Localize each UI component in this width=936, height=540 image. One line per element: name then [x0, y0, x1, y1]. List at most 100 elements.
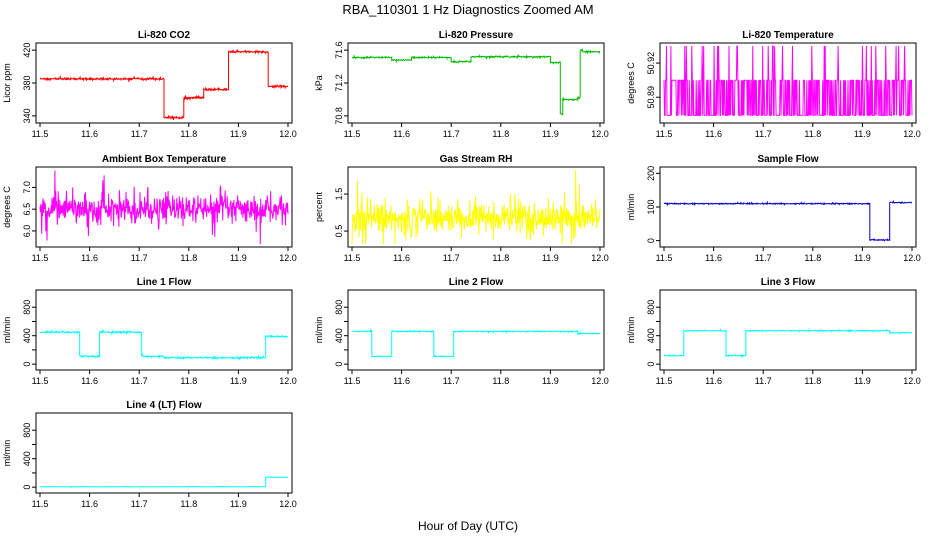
x-tick-label: 11.9	[230, 499, 247, 509]
y-tick-label: 800	[334, 300, 344, 315]
x-tick-label: 11.6	[705, 376, 722, 386]
panel-3: Ambient Box Temperature 11.5 11.6 11.7 11.8 1…	[2, 154, 297, 263]
x-tick-label: 11.8	[180, 253, 197, 263]
x-tick-label: 11.5	[344, 376, 361, 386]
plot-frame	[659, 289, 917, 371]
x-tick-label: 11.8	[180, 129, 197, 139]
plot-frame	[35, 289, 293, 371]
y-tick-label: 800	[22, 423, 32, 438]
plot-frame	[347, 42, 605, 124]
x-tick-label: 11.6	[705, 129, 722, 139]
y-axis-label: kPa	[314, 75, 324, 91]
y-tick-label: 50.92	[646, 52, 656, 75]
y-tick-label: 380	[22, 75, 32, 90]
y-tick-label: 400	[22, 451, 32, 466]
plot-frame	[659, 166, 917, 248]
plot-frame	[659, 42, 917, 124]
figure-title: RBA_110301 1 Hz Diagnostics Zoomed AM	[342, 2, 593, 17]
x-tick-label: 12.0	[903, 253, 921, 263]
y-tick-label: 0	[646, 238, 656, 243]
y-tick-label: 6.0	[22, 225, 32, 238]
panel-7: Line 2 Flow 11.5 11.6 11.7 11.8 11.9 12.0 0 400 8…	[314, 277, 609, 386]
y-axis-label: ml/min	[626, 194, 636, 221]
panel-9: Line 4 (LT) Flow 11.5 11.6 11.7 11.8 11.9 12.0…	[2, 400, 297, 509]
y-tick-label: 200	[646, 166, 656, 181]
x-tick-label: 11.6	[81, 253, 98, 263]
series-line	[39, 49, 289, 120]
x-tick-label: 11.7	[755, 376, 772, 386]
series-line	[663, 328, 913, 359]
x-tick-label: 11.8	[180, 376, 197, 386]
series-line	[40, 476, 288, 489]
panel-title: Ambient Box Temperature	[102, 154, 227, 165]
y-tick-label: 50.89	[646, 86, 656, 109]
x-tick-label: 11.8	[804, 376, 821, 386]
y-axis-label: degrees C	[2, 186, 12, 228]
y-tick-label: 0	[334, 362, 344, 367]
y-tick-label: 70.8	[334, 107, 344, 125]
y-axis-label: percent	[314, 191, 324, 222]
panel-title: Line 4 (LT) Flow	[126, 400, 202, 411]
plot-frame	[35, 166, 293, 248]
x-tick-label: 11.5	[344, 253, 361, 263]
y-tick-label: 0.5	[334, 225, 344, 238]
panel-6: Line 1 Flow 11.5 11.6 11.7 11.8 11.9 12.0 0 400 8…	[2, 277, 297, 386]
panel-title: Sample Flow	[757, 154, 818, 165]
y-tick-label: 1.5	[334, 188, 344, 201]
x-tick-label: 11.8	[180, 499, 197, 509]
x-tick-label: 11.9	[542, 129, 559, 139]
y-tick-label: 0	[22, 362, 32, 367]
plot-frame	[347, 166, 605, 248]
x-tick-label: 11.7	[443, 253, 460, 263]
series-line	[39, 170, 289, 245]
panel-0: Li-820 CO2 11.5 11.6 11.7 11.8 11.9 12.0 340 380…	[2, 30, 297, 139]
y-axis-label: ml/min	[314, 317, 324, 344]
y-axis-label: ml/min	[2, 440, 12, 467]
x-tick-label: 12.0	[279, 499, 297, 509]
x-tick-label: 12.0	[591, 376, 609, 386]
series-line	[663, 45, 913, 116]
y-axis-label: degrees C	[626, 62, 636, 104]
y-tick-label: 420	[22, 43, 32, 58]
x-tick-label: 11.9	[542, 253, 559, 263]
x-tick-label: 11.5	[656, 253, 673, 263]
plot-frame	[35, 412, 293, 494]
x-tick-label: 11.6	[393, 253, 410, 263]
panel-title: Li-820 CO2	[138, 30, 191, 41]
y-tick-label: 6.5	[22, 203, 32, 216]
y-axis-label: ml/min	[626, 317, 636, 344]
x-tick-label: 11.9	[230, 129, 247, 139]
panel-title: Line 3 Flow	[761, 277, 816, 288]
plot-frame	[347, 289, 605, 371]
series-line	[663, 199, 913, 242]
x-tick-label: 11.5	[32, 129, 49, 139]
x-tick-label: 11.9	[854, 253, 871, 263]
panel-title: Line 1 Flow	[137, 277, 192, 288]
x-tick-label: 12.0	[279, 376, 297, 386]
x-tick-label: 11.5	[32, 253, 49, 263]
x-tick-label: 11.7	[131, 499, 148, 509]
x-tick-label: 11.5	[656, 376, 673, 386]
x-tick-label: 11.8	[492, 376, 509, 386]
panel-1: Li-820 Pressure 11.5 11.6 11.7 11.8 11.9 12.0 7…	[314, 30, 609, 139]
x-tick-label: 11.8	[492, 253, 509, 263]
panel-2: Li-820 Temperature 11.5 11.6 11.7 11.8 11.9 12…	[626, 30, 921, 139]
y-tick-label: 71.2	[334, 74, 344, 92]
x-tick-label: 11.9	[230, 376, 247, 386]
y-axis-label: Licor ppm	[2, 63, 12, 103]
x-tick-label: 11.7	[443, 129, 460, 139]
x-tick-label: 11.5	[32, 376, 49, 386]
x-tick-label: 11.7	[755, 129, 772, 139]
y-tick-label: 0	[646, 362, 656, 367]
x-tick-label: 12.0	[591, 253, 609, 263]
x-tick-label: 11.6	[81, 499, 98, 509]
x-tick-label: 11.5	[656, 129, 673, 139]
y-tick-label: 0	[22, 485, 32, 490]
x-tick-label: 11.5	[344, 129, 361, 139]
series-line	[351, 169, 601, 245]
y-axis-label: ml/min	[2, 317, 12, 344]
x-tick-label: 11.8	[804, 253, 821, 263]
x-tick-label: 11.9	[854, 129, 871, 139]
x-tick-label: 11.7	[443, 376, 460, 386]
